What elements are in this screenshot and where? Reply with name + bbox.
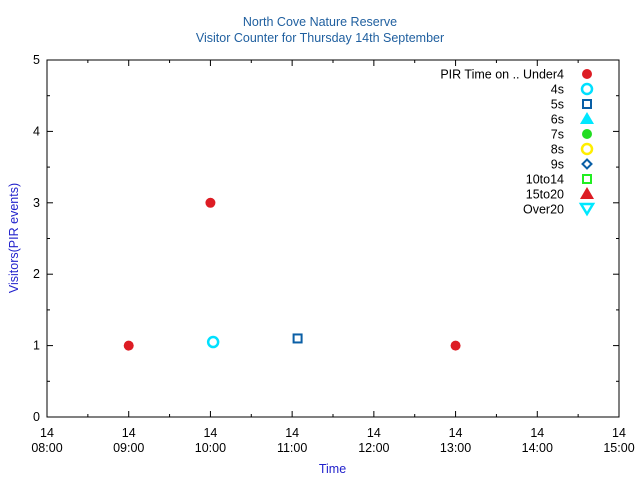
data-point-under4	[450, 340, 461, 351]
legend-label: 4s	[551, 83, 564, 97]
y-tick-label: 2	[33, 267, 40, 281]
plot-area-frame	[46, 59, 620, 418]
y-tick-label: 3	[33, 196, 40, 210]
legend-label: 5s	[551, 98, 564, 112]
legend-label: 8s	[551, 143, 564, 157]
legend-marker-9s	[581, 158, 593, 170]
legend-marker-6s	[580, 112, 594, 124]
y-tick-label: 0	[33, 410, 40, 424]
x-tick-label-day: 14	[449, 426, 463, 440]
x-tick-label-time: 13:00	[440, 441, 471, 455]
x-tick-label-day: 14	[530, 426, 544, 440]
legend-marker-5s	[582, 99, 592, 109]
legend-label: 6s	[551, 113, 564, 127]
axis-ticks	[46, 59, 620, 418]
x-tick-label-time: 14:00	[522, 441, 553, 455]
chart-title: North Cove Nature Reserve	[242, 15, 398, 29]
x-tick-label-time: 09:00	[113, 441, 144, 455]
legend-label: 9s	[551, 158, 564, 172]
legend: PIR Time on .. Under44s5s6s7s8s9s10to141…	[440, 68, 596, 217]
y-tick-label: 4	[33, 124, 40, 138]
data-point-under4	[205, 197, 216, 208]
data-point-4s	[206, 335, 220, 349]
legend-marker-7s	[582, 129, 592, 139]
x-tick-label-day: 14	[367, 426, 381, 440]
x-tick-label-time: 08:00	[31, 441, 62, 455]
legend-marker-4s	[580, 82, 594, 96]
x-tick-label-time: 11:00	[277, 441, 307, 455]
legend-label: Over20	[523, 203, 564, 217]
legend-label: 15to20	[526, 188, 564, 202]
legend-marker-10to14	[582, 174, 592, 184]
x-tick-label-time: 10:00	[195, 441, 226, 455]
legend-marker-15to20	[580, 187, 594, 199]
y-tick-label: 5	[33, 53, 40, 67]
legend-label: PIR Time on .. Under4	[440, 68, 564, 82]
x-tick-label-day: 14	[203, 426, 217, 440]
y-axis-label: Visitors(PIR events)	[7, 182, 21, 294]
legend-label: 10to14	[526, 173, 564, 187]
legend-marker-under4	[582, 69, 592, 79]
legend-marker-8s	[580, 142, 594, 156]
x-tick-label-day: 14	[122, 426, 136, 440]
data-points	[123, 197, 461, 351]
x-tick-label-day: 14	[612, 426, 626, 440]
chart-subtitle: Visitor Counter for Thursday 14th Septem…	[195, 31, 445, 45]
x-tick-label-time: 12:00	[358, 441, 389, 455]
legend-marker-over20	[578, 202, 596, 217]
x-axis-tick-labels: 1408:001409:001410:001411:001412:001413:…	[31, 426, 634, 455]
y-tick-label: 1	[33, 339, 40, 353]
x-tick-label-time: 15:00	[603, 441, 634, 455]
x-tick-label-day: 14	[40, 426, 54, 440]
legend-label: 7s	[551, 128, 564, 142]
data-point-under4	[123, 340, 134, 351]
x-axis-label: Time	[318, 462, 347, 476]
y-axis-tick-labels: 0 1 2 3 4 5	[33, 53, 40, 424]
data-point-5s	[292, 333, 303, 344]
x-tick-label-day: 14	[285, 426, 299, 440]
